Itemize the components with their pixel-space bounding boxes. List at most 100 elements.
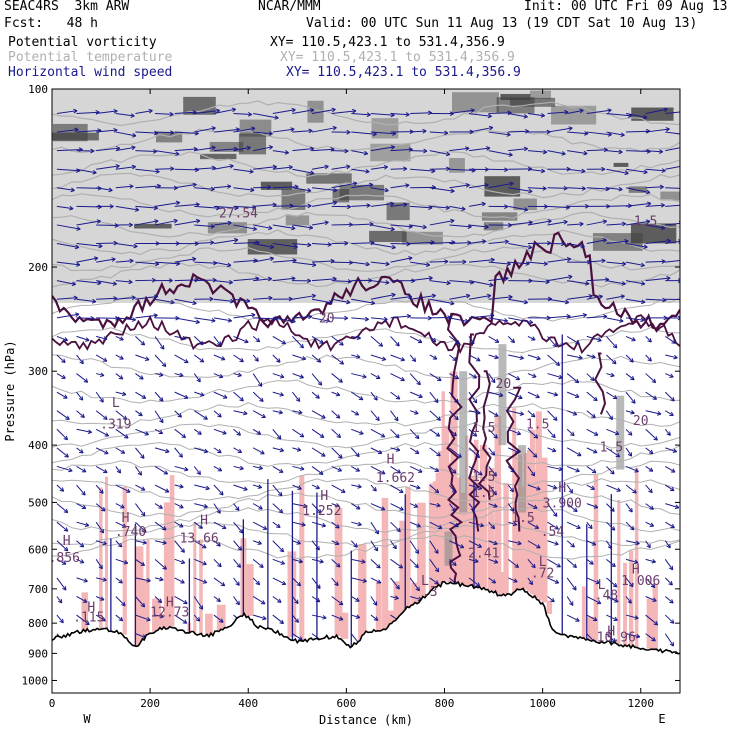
wind-vector-head [142, 454, 145, 459]
wind-vector-head [268, 227, 273, 231]
wind-vector [213, 317, 232, 322]
wind-vector-head [512, 338, 515, 343]
wind-vector-head [369, 184, 374, 188]
wind-vector-head [667, 240, 671, 244]
wind-vector [154, 447, 170, 453]
wind-vector [586, 540, 596, 546]
wind-vector-head [229, 279, 233, 283]
wind-vector-head [454, 400, 459, 404]
pv-high-fill [369, 230, 407, 243]
wind-vector [174, 317, 200, 323]
wind-vector-head [627, 453, 632, 457]
wind-vector-head [365, 316, 369, 320]
wind-vector [527, 540, 541, 549]
wind-vector-head [403, 166, 408, 170]
wind-vector-head [582, 312, 587, 316]
wind-vector-head [71, 283, 76, 287]
wind-vector [194, 205, 220, 209]
wind-vector [253, 204, 277, 207]
wind-vector [351, 410, 359, 416]
wind-vector-head [613, 526, 616, 531]
wind-vector [527, 410, 536, 418]
wind-vector [390, 257, 413, 263]
wind-vector-head [278, 598, 282, 603]
wind-vector-head [555, 579, 560, 584]
contour-annotation: L [421, 574, 429, 589]
wind-vector-head [678, 241, 680, 244]
wind-vector-head [382, 356, 387, 361]
wind-vector-head [384, 166, 388, 170]
wind-vector-head [211, 146, 216, 151]
wind-vector-head [219, 562, 222, 567]
wind-vector-head [321, 433, 325, 438]
wind-vector [429, 428, 441, 437]
pv-gray-fill [616, 395, 625, 470]
wind-vector [76, 280, 102, 284]
wind-vector [664, 614, 675, 624]
wind-vector-head [545, 281, 550, 285]
wind-vector-head [589, 563, 594, 565]
wind-vector-head [279, 622, 284, 625]
wind-vector-head [322, 617, 327, 620]
wind-vector-head [320, 339, 324, 344]
wind-vector [468, 112, 492, 117]
wind-vector-head [335, 526, 340, 529]
wind-vector-head [625, 170, 629, 174]
wind-vector [527, 559, 536, 569]
wind-vector-head [564, 302, 569, 305]
wind-vector-head [128, 279, 133, 283]
wind-vector-head [369, 221, 374, 225]
wind-vector-head [322, 615, 327, 619]
wind-vector [390, 521, 401, 533]
wind-vector [547, 558, 561, 568]
wind-vector-head [115, 317, 120, 321]
wind-vector-head [395, 595, 399, 599]
wind-vector-head [253, 226, 257, 230]
cloud-fill [146, 539, 150, 637]
wind-vector-head [575, 586, 577, 591]
wind-vector [409, 373, 421, 386]
wind-vector-head [512, 468, 515, 473]
wind-vector-head [630, 431, 633, 436]
wind-vector-head [640, 317, 645, 321]
cloud-fill [405, 486, 411, 610]
wind-vector-head [651, 505, 654, 510]
wind-vector [508, 540, 522, 545]
wind-vector [95, 614, 106, 622]
wind-vector-head [334, 583, 339, 587]
wind-vector-head [338, 414, 341, 419]
wind-vector-head [484, 167, 489, 170]
wind-vector-head [496, 338, 500, 343]
wind-vector [351, 558, 366, 563]
wind-vector-head [97, 206, 102, 210]
wind-vector [331, 540, 340, 545]
wind-vector [468, 203, 486, 207]
wind-vector [311, 298, 333, 304]
wind-vector-head [140, 456, 145, 459]
field-xy-pv: XY= 110.5,423.1 to 531.4,356.9 [270, 35, 505, 50]
wind-vector-head [509, 181, 514, 184]
wind-vector-head [333, 201, 338, 206]
y-tick-label: 600 [28, 543, 48, 556]
wind-vector-head [198, 606, 203, 610]
wind-vector-head [192, 110, 197, 113]
wind-vector [95, 428, 109, 437]
wind-vector-head [261, 397, 264, 402]
wind-vector-head [76, 262, 81, 266]
wind-vector-head [120, 616, 124, 621]
wind-vector-head [173, 218, 178, 221]
wind-vector-head [653, 583, 656, 588]
field-name-theta: Potential temperature [8, 50, 173, 65]
cloud-fill [169, 475, 175, 627]
wind-vector-head [227, 185, 232, 189]
wind-vector-head [64, 394, 68, 399]
wind-vector-head [307, 280, 312, 284]
wind-vector-head [180, 562, 185, 565]
wind-vector [547, 465, 563, 471]
wind-vector [233, 314, 256, 319]
wind-vector-head [195, 619, 200, 622]
contour-annotation: 10.96 [597, 631, 636, 646]
wind-vector [115, 521, 127, 528]
wind-vector-head [619, 320, 624, 323]
wind-vector-head [551, 435, 556, 439]
